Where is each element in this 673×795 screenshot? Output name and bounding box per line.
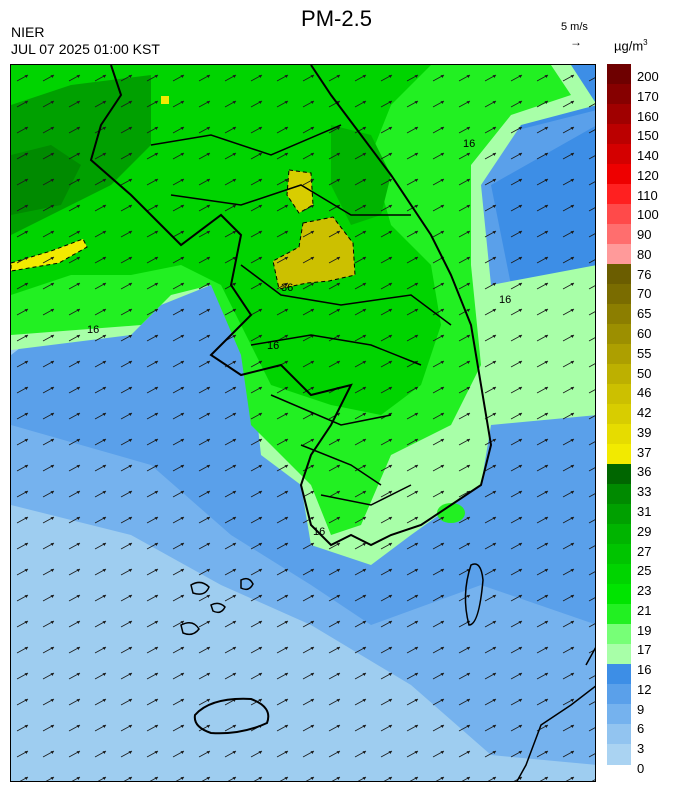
colorbar-tick-label: 16 xyxy=(637,662,652,678)
wind-reference-label: 5 m/s xyxy=(561,21,588,33)
colorbar-segment xyxy=(607,604,631,625)
colorbar-segment xyxy=(607,204,631,225)
wind-reference-arrow-icon: → xyxy=(570,35,582,49)
colorbar-tick-label: 25 xyxy=(637,563,652,579)
colorbar-segment xyxy=(607,444,631,465)
contour-label: 16 xyxy=(499,294,511,306)
colorbar-tick-label: 55 xyxy=(637,345,652,361)
colorbar-tick-label: 21 xyxy=(637,602,652,618)
colorbar-segment xyxy=(607,424,631,445)
colorbar-tick-label: 90 xyxy=(637,227,652,243)
colorbar-tick-label: 19 xyxy=(637,622,652,638)
coastline-peninsula xyxy=(89,65,493,547)
colorbar-tick-label: 17 xyxy=(637,642,652,658)
colorbar-segment xyxy=(607,124,631,145)
colorbar-segment xyxy=(607,744,631,765)
colorbar-tick-label: 36 xyxy=(637,464,652,480)
jeju-island xyxy=(193,697,270,735)
colorbar-segment xyxy=(607,324,631,345)
contour-label: 36 xyxy=(281,282,293,294)
colorbar-tick-label: 31 xyxy=(637,503,652,519)
colorbar-tick-label: 120 xyxy=(637,167,659,183)
colorbar-tick-label: 12 xyxy=(637,681,652,697)
contour-label: 16 xyxy=(87,324,99,336)
unit-label: µg/m3 xyxy=(614,38,648,53)
southwest-archipelago xyxy=(180,577,254,636)
colorbar-tick-label: 39 xyxy=(637,424,652,440)
colorbar-segment xyxy=(607,484,631,505)
forecast-datetime: JUL 07 2025 01:00 KST xyxy=(11,41,160,57)
colorbar-tick-label: 110 xyxy=(637,187,658,203)
colorbar-segment xyxy=(607,404,631,425)
wind-vector-field xyxy=(11,65,595,781)
colorbar-segment xyxy=(607,724,631,745)
japan-coast xyxy=(516,647,595,781)
colorbar-tick-label: 33 xyxy=(637,484,652,500)
colorbar-tick-label: 160 xyxy=(637,108,659,124)
colorbar-segment xyxy=(607,284,631,305)
colorbar-tick-label: 100 xyxy=(637,207,659,223)
contour-label: 16 xyxy=(267,340,279,352)
colorbar-tick-label: 170 xyxy=(637,88,659,104)
colorbar-tick-label: 29 xyxy=(637,523,652,539)
colorbar-tick-label: 150 xyxy=(637,128,659,144)
admin-boundary-south xyxy=(300,444,412,506)
pm25-map: 16 16 16 16 16 36 xyxy=(10,64,596,782)
colorbar-segment xyxy=(607,624,631,645)
colorbar-segment xyxy=(607,684,631,705)
colorbar-segment xyxy=(607,584,631,605)
unit-superscript: 3 xyxy=(643,38,648,47)
colorbar-segment xyxy=(607,524,631,545)
colorbar-segment xyxy=(607,264,631,285)
colorbar-segment xyxy=(607,544,631,565)
colorbar-tick-label: 65 xyxy=(637,306,652,322)
colorbar-tick-label: 0 xyxy=(637,761,645,776)
map-canvas: 16 16 16 16 16 36 xyxy=(11,65,595,781)
colorbar-tick-label: 23 xyxy=(637,583,652,599)
colorbar-segment xyxy=(607,504,631,525)
colorbar-segment xyxy=(607,384,631,405)
colorbar-tick-label: 76 xyxy=(637,266,652,282)
colorbar-segment xyxy=(607,704,631,725)
colorbar-segment xyxy=(607,364,631,385)
colorbar-segment xyxy=(607,64,631,85)
colorbar-tick-label: 42 xyxy=(637,405,652,421)
colorbar-tick-label: 60 xyxy=(637,326,652,342)
colorbar-tick-label: 50 xyxy=(637,365,652,381)
colorbar-segment xyxy=(607,564,631,585)
colorbar-segment xyxy=(607,164,631,185)
colorbar-tick-label: 70 xyxy=(637,286,652,302)
colorbar-segment xyxy=(607,84,631,105)
agency-label: NIER xyxy=(11,24,45,40)
colorbar-tick-label: 80 xyxy=(637,246,652,262)
colorbar-tick-label: 6 xyxy=(637,721,645,737)
colorbar-segment xyxy=(607,244,631,265)
colorbar-tick-label: 46 xyxy=(637,385,652,401)
colorbar-segment xyxy=(607,664,631,685)
colorbar xyxy=(607,64,631,765)
colorbar-tick-label: 140 xyxy=(637,148,659,164)
unit-base: µg/m xyxy=(614,38,644,54)
map-title: PM-2.5 xyxy=(301,6,372,31)
contour-label: 16 xyxy=(313,526,325,538)
contour-label: 16 xyxy=(463,138,475,150)
ulleung-and-islands xyxy=(464,563,484,626)
colorbar-tick-label: 37 xyxy=(637,444,652,460)
colorbar-segment xyxy=(607,104,631,125)
colorbar-tick-label: 27 xyxy=(637,543,652,559)
colorbar-segment xyxy=(607,304,631,325)
colorbar-tick-label: 3 xyxy=(637,741,645,757)
admin-boundary-central xyxy=(240,264,452,426)
colorbar-segment xyxy=(607,224,631,245)
colorbar-segment xyxy=(607,644,631,665)
colorbar-segment xyxy=(607,344,631,365)
colorbar-segment xyxy=(607,144,631,165)
colorbar-tick-label: 9 xyxy=(637,701,645,717)
colorbar-segment xyxy=(607,464,631,485)
colorbar-segment xyxy=(607,184,631,205)
admin-boundary-north xyxy=(150,124,411,216)
colorbar-tick-label: 200 xyxy=(637,69,659,84)
